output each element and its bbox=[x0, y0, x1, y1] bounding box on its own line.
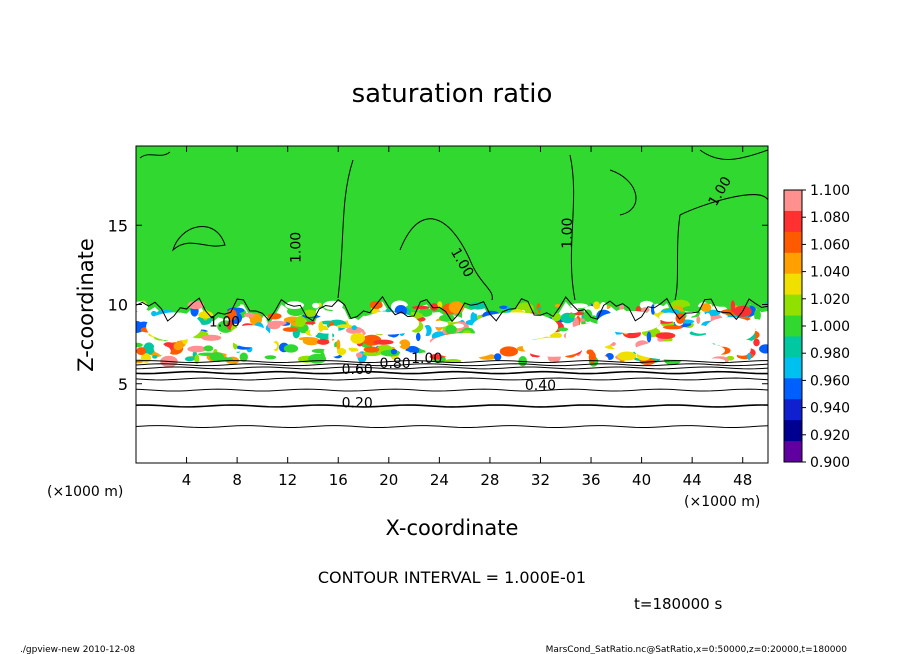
colorbar-label: 0.960 bbox=[810, 373, 850, 389]
contour-label: 1.00 bbox=[411, 351, 442, 367]
contour-lines bbox=[136, 149, 768, 428]
x-tick-label: 24 bbox=[430, 471, 449, 489]
x-tick-label: 44 bbox=[683, 471, 702, 489]
plot-area: 1.00 1.001.001.001.000.60 0.80 1.000.400.20 bbox=[136, 146, 768, 463]
x-tick-label: 8 bbox=[232, 471, 242, 489]
colorbar-label: 1.000 bbox=[810, 319, 850, 335]
contour-label: 0.40 bbox=[525, 378, 556, 394]
x-tick-label: 40 bbox=[632, 471, 651, 489]
green-region bbox=[136, 146, 768, 327]
contour-label: 0.60 bbox=[342, 362, 373, 378]
x-unit-left: (×1000 m) bbox=[47, 484, 123, 500]
colorbar-swatch bbox=[784, 294, 802, 317]
y-axis-ticks: 5 10 15 bbox=[108, 216, 768, 394]
colorbar-label: 0.900 bbox=[810, 455, 850, 471]
x-tick-label: 12 bbox=[278, 471, 297, 489]
colorbar-label: 1.100 bbox=[810, 183, 850, 199]
contour-interval-text: CONTOUR INTERVAL = 1.000E-01 bbox=[318, 568, 586, 587]
contour-label: 0.80 bbox=[380, 356, 411, 372]
colorbar-swatch bbox=[784, 210, 802, 233]
x-tick-label: 28 bbox=[480, 471, 499, 489]
colorbar-label: 1.060 bbox=[810, 237, 850, 253]
x-axis-label: X-coordinate bbox=[386, 516, 519, 540]
x-tick-label: 32 bbox=[531, 471, 550, 489]
y-tick-label: 5 bbox=[118, 375, 128, 394]
colorbar-swatch bbox=[784, 190, 802, 212]
x-tick-label: 20 bbox=[379, 471, 398, 489]
footer-right: MarsCond_SatRatio.nc@SatRatio,x=0:50000,… bbox=[546, 645, 848, 654]
colorbar-swatch bbox=[784, 315, 802, 337]
contour-label: 1.00 bbox=[288, 232, 304, 263]
colorbar: 1.100 1.080 1.060 1.040 1.020 1.000 0.980 0.960… bbox=[783, 183, 850, 471]
colorbar-label: 1.020 bbox=[810, 292, 850, 308]
colorbar-swatch bbox=[784, 420, 802, 442]
contour-label: 0.20 bbox=[342, 396, 373, 412]
x-axis-ticks: 4 8 12 16 20 24 28 32 36 40 44 48 bbox=[182, 146, 752, 489]
colorbar-swatch bbox=[784, 357, 802, 379]
x-tick-label: 4 bbox=[182, 471, 192, 489]
x-tick-label: 16 bbox=[329, 471, 348, 489]
y-axis-label: Z-coordinate bbox=[74, 238, 98, 372]
colorbar-label: 1.040 bbox=[810, 265, 850, 281]
chart-title: saturation ratio bbox=[352, 79, 553, 109]
x-tick-label: 48 bbox=[733, 471, 752, 489]
colorbar-label: 0.980 bbox=[810, 346, 850, 362]
time-label: t=180000 s bbox=[634, 595, 722, 613]
colorbar-swatch bbox=[784, 231, 802, 254]
colorbar-swatch bbox=[784, 378, 802, 400]
contour-label: 1.00 bbox=[209, 315, 240, 331]
y-tick-label: 15 bbox=[108, 216, 128, 235]
x-unit-right: (×1000 m) bbox=[684, 494, 760, 510]
colorbar-swatch bbox=[784, 252, 802, 275]
colorbar-label: 0.940 bbox=[810, 401, 850, 417]
y-tick-label: 10 bbox=[108, 296, 128, 315]
colorbar-label: 1.080 bbox=[810, 210, 850, 226]
x-tick-label: 36 bbox=[581, 471, 600, 489]
colorbar-swatch bbox=[784, 441, 802, 463]
colorbar-swatch bbox=[784, 336, 802, 358]
footer-left: ./gpview-new 2010-12-08 bbox=[20, 645, 135, 654]
colorbar-swatch bbox=[784, 399, 802, 421]
colorbar-swatch bbox=[784, 273, 802, 296]
colorbar-label: 0.920 bbox=[810, 428, 850, 444]
contour-label: 1.00 bbox=[560, 218, 576, 249]
